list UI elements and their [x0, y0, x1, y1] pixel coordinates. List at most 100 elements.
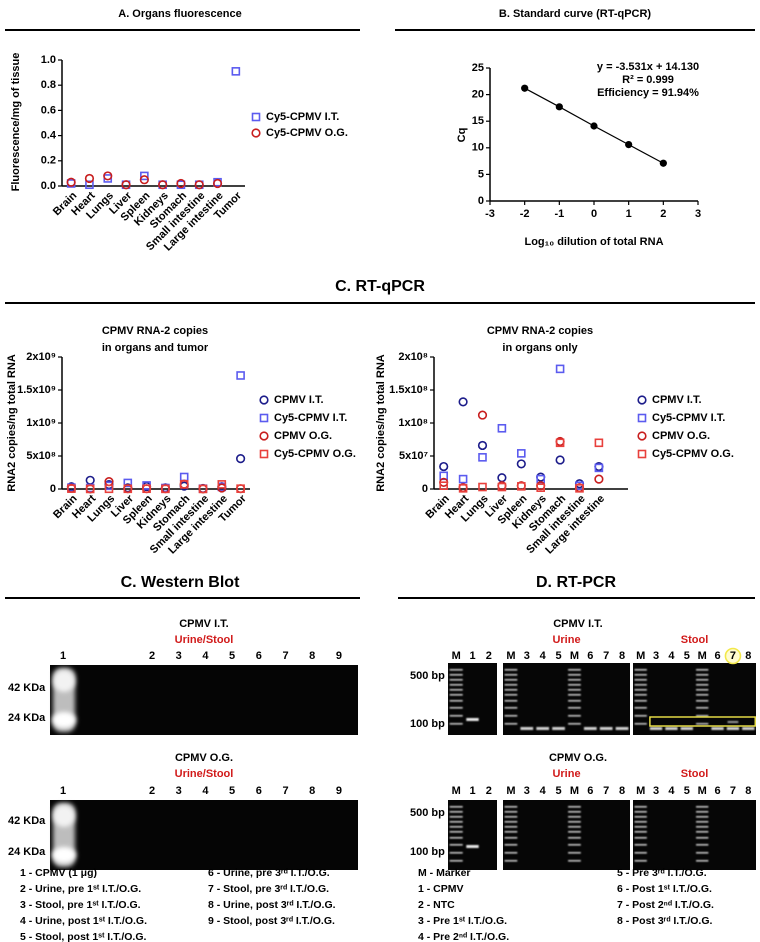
- data-point: [594, 438, 604, 448]
- data-point: [179, 472, 189, 482]
- y-axis-label: RNA2 copies/ng total RNA: [6, 354, 18, 492]
- ladder-band: [696, 831, 709, 833]
- lane-label: 6: [256, 785, 262, 797]
- ladder-band: [696, 816, 709, 818]
- ladder-band: [449, 837, 463, 839]
- y-tick-label: 1x10⁹: [26, 417, 56, 429]
- ladder-band: [568, 669, 581, 671]
- data-point: [142, 484, 151, 494]
- y-tick-label: 0.4: [41, 130, 57, 142]
- section-title: D. RT-PCR: [536, 574, 616, 591]
- lane-label: M: [636, 785, 645, 797]
- gel: [633, 800, 756, 870]
- ladder-band: [634, 723, 647, 725]
- data-point: [85, 475, 95, 485]
- lane-label: M: [570, 650, 579, 662]
- size-marker: 100 bp: [410, 718, 445, 730]
- data-point: [497, 482, 507, 492]
- data-point: [236, 454, 246, 464]
- ladder-band: [634, 715, 647, 717]
- legend-label: Cy5-CPMV I.T.: [652, 412, 725, 424]
- x-tick-label: -1: [554, 208, 564, 220]
- band: [520, 727, 534, 730]
- data-point: [123, 484, 133, 494]
- ladder-band: [696, 723, 709, 725]
- y-tick-label: 5x10⁸: [26, 450, 56, 462]
- data-point: [67, 484, 76, 493]
- ladder-band: [634, 669, 647, 671]
- x-tick-label: 3: [695, 208, 701, 220]
- data-point: [478, 453, 487, 462]
- lane-label: 4: [540, 785, 547, 797]
- lane-label: 5: [684, 650, 690, 662]
- legend-item: 8 - Urine, post 3ʳᵈ I.T./O.G.: [208, 899, 336, 911]
- legend-label: CPMV O.G.: [274, 430, 332, 442]
- y-tick-label: 5: [478, 168, 484, 180]
- band: [665, 727, 678, 730]
- data-point: [536, 472, 546, 482]
- band: [680, 727, 693, 730]
- blot-sample: Urine/Stool: [175, 634, 234, 646]
- data-point: [594, 474, 604, 484]
- legend-label: CPMV I.T.: [652, 394, 702, 406]
- y-tick-label: 0: [478, 195, 484, 207]
- legend-marker: [637, 449, 647, 459]
- ladder-band: [504, 700, 518, 702]
- data-point: [594, 463, 604, 473]
- y-tick-label: 1x10⁸: [398, 417, 428, 429]
- legend-marker: [251, 128, 261, 138]
- data-point: [458, 484, 468, 493]
- gel: [448, 800, 497, 870]
- ladder-band: [449, 852, 463, 854]
- data-point: [555, 103, 563, 111]
- data-point: [439, 481, 449, 491]
- ladder-band: [504, 674, 518, 676]
- ladder-band: [696, 821, 709, 823]
- ladder-band: [696, 707, 709, 709]
- legend-item: 5 - Pre 3ʳᵈ I.T./O.G.: [617, 867, 707, 879]
- ladder-band: [634, 821, 647, 823]
- ladder-band: [568, 844, 581, 846]
- data-point: [85, 180, 94, 190]
- lane-label: 3: [653, 650, 659, 662]
- y-tick-label: 0.2: [41, 155, 56, 167]
- lane-label: 4: [540, 650, 547, 662]
- ladder-band: [449, 700, 463, 702]
- lane-label: 4: [668, 650, 675, 662]
- highlight-box: [649, 716, 756, 727]
- ladder-band: [504, 715, 518, 717]
- section-title: C. RT-qPCR: [335, 278, 425, 295]
- ladder-band: [504, 694, 518, 696]
- ladder-band: [634, 694, 647, 696]
- ladder-band: [504, 679, 518, 681]
- ladder-band: [449, 674, 463, 676]
- lane-label: 1: [469, 650, 475, 662]
- x-tick-label: -3: [485, 208, 495, 220]
- legend-item: 3 - Pre 1ˢᵗ I.T./O.G.: [418, 915, 507, 927]
- data-point: [458, 397, 468, 407]
- ladder-band: [504, 669, 518, 671]
- data-point: [212, 178, 223, 189]
- lane-label: 5: [229, 785, 235, 797]
- ladder-band: [504, 707, 518, 709]
- size-marker: 42 KDa: [8, 815, 46, 827]
- band: [466, 845, 479, 848]
- ladder-band: [696, 715, 709, 717]
- band: [727, 721, 739, 723]
- lane-label: 5: [556, 650, 562, 662]
- ladder-band: [568, 715, 581, 717]
- ladder-band: [568, 821, 581, 823]
- data-point: [104, 484, 114, 494]
- band: [615, 727, 629, 730]
- x-tick-label: -2: [520, 208, 530, 220]
- data-point: [521, 84, 529, 92]
- data-point: [516, 482, 526, 491]
- band: [649, 727, 663, 730]
- data-point: [458, 474, 468, 484]
- lane-label: 8: [745, 650, 751, 662]
- band: [552, 727, 565, 730]
- lane-label: 8: [309, 650, 315, 662]
- gel: [633, 663, 756, 735]
- legend-item: 9 - Stool, post 3ʳᵈ I.T./O.G.: [208, 915, 335, 927]
- ladder-band: [568, 811, 581, 813]
